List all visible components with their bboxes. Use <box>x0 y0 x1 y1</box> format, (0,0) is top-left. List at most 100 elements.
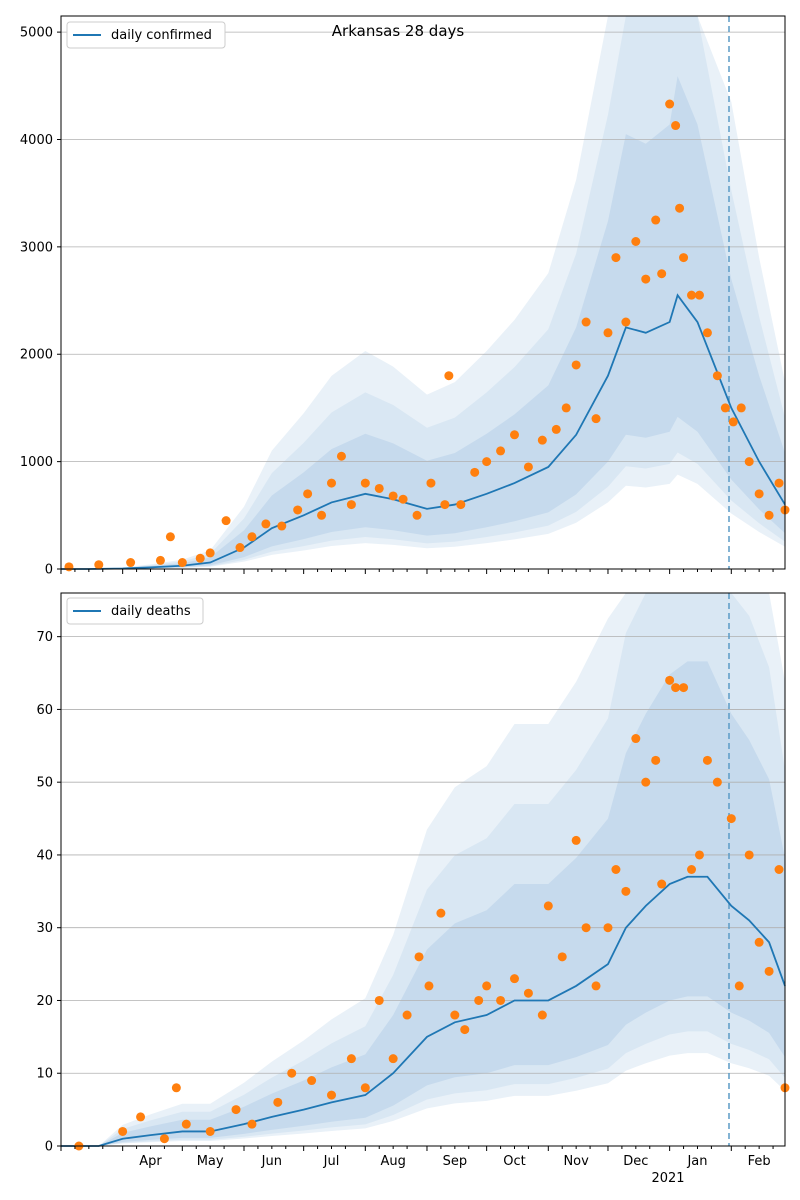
confirmed-data-point <box>94 560 104 570</box>
deaths-data-point <box>346 1054 356 1064</box>
confirmed-data-point <box>496 446 506 456</box>
deaths-data-point <box>657 879 667 889</box>
deaths-panel: 0 10 20 30 40 50 60 70 Apr May Jun Jul Aug Sep Oct Nov… <box>36 592 790 1186</box>
confirmed-uncertainty-bands <box>61 16 785 569</box>
confirmed-data-point <box>641 274 651 284</box>
confirmed-data-point <box>235 543 245 553</box>
deaths-x-tick-label: Oct <box>503 1154 525 1169</box>
confirmed-y-tick-label: 2000 <box>20 348 53 363</box>
deaths-data-point <box>402 1010 412 1020</box>
deaths-data-point <box>734 981 744 991</box>
deaths-data-point <box>460 1025 470 1035</box>
deaths-x-tick-label: Apr <box>139 1154 162 1169</box>
confirmed-data-point <box>611 253 621 263</box>
deaths-data-point <box>687 865 697 874</box>
confirmed-data-point <box>374 483 384 493</box>
confirmed-frame <box>60 15 786 570</box>
confirmed-data-point <box>64 562 74 572</box>
deaths-data-point <box>474 995 484 1005</box>
deaths-legend-box <box>66 597 204 625</box>
deaths-data-point <box>424 981 434 991</box>
confirmed-data-point <box>665 99 675 109</box>
deaths-data-point <box>611 865 621 874</box>
confirmed-data-point <box>126 558 136 568</box>
confirmed-data-point <box>523 462 533 472</box>
confirmed-data-point <box>277 521 287 531</box>
deaths-data-point <box>571 835 581 845</box>
confirmed-data-point <box>247 532 257 542</box>
deaths-x-tick-label: Sep <box>443 1154 468 1169</box>
deaths-y-tick-label: 70 <box>36 630 53 645</box>
deaths-y-tick-label: 0 <box>45 1140 53 1155</box>
deaths-data-point <box>181 1119 191 1129</box>
confirmed-data-point <box>456 500 466 510</box>
confirmed-data-point <box>426 478 436 488</box>
deaths-uncertainty-band <box>61 661 785 1146</box>
chart-title: Arkansas 28 days <box>332 22 465 40</box>
deaths-data-point <box>631 734 641 744</box>
deaths-data-point <box>621 886 631 896</box>
deaths-data-point <box>136 1112 146 1122</box>
deaths-data-point <box>482 981 492 991</box>
confirmed-data-point <box>631 236 641 246</box>
deaths-data-point <box>374 995 384 1005</box>
deaths-line <box>61 875 786 1147</box>
deaths-y-tick-label: 40 <box>36 848 53 863</box>
confirmed-x-axis <box>60 569 774 574</box>
confirmed-data-point <box>679 253 689 263</box>
confirmed-data-point <box>551 424 561 434</box>
confirmed-data-point <box>327 478 337 488</box>
deaths-x-tick-label: Dec <box>623 1154 648 1169</box>
deaths-x-tick-label: Jan <box>686 1154 707 1169</box>
deaths-data-point <box>436 908 446 918</box>
deaths-data-point <box>744 850 754 860</box>
deaths-data-point <box>523 988 533 998</box>
confirmed-data-point <box>561 403 571 413</box>
confirmed-data-point <box>571 360 581 370</box>
deaths-data-point <box>543 901 553 911</box>
confirmed-data-point <box>651 215 661 225</box>
confirmed-data-point <box>712 371 722 381</box>
deaths-y-tick-label: 20 <box>36 994 53 1009</box>
deaths-data-point <box>231 1105 241 1115</box>
confirmed-line <box>61 293 786 570</box>
deaths-data-point <box>307 1076 317 1086</box>
confirmed-data-point <box>177 558 187 568</box>
deaths-data-point <box>764 966 774 976</box>
confirmed-data-point <box>221 516 231 526</box>
confirmed-data-point <box>317 510 327 520</box>
confirmed-data-point <box>165 532 175 542</box>
deaths-gridlines <box>61 636 785 1074</box>
deaths-data-point <box>671 683 681 693</box>
confirmed-data-point <box>195 553 205 563</box>
confirmed-data-point <box>687 290 697 300</box>
deaths-data-point <box>537 1010 547 1020</box>
confirmed-data-point <box>675 203 685 213</box>
deaths-legend-label: daily deaths <box>111 604 191 619</box>
confirmed-data-point <box>774 478 784 488</box>
confirmed-data-point <box>470 467 480 477</box>
deaths-x-tick-label: May <box>197 1154 224 1169</box>
deaths-data-point <box>712 777 722 787</box>
deaths-data-point <box>774 865 784 874</box>
confirmed-data-point <box>303 489 313 499</box>
confirmed-uncertainty-band <box>61 76 785 569</box>
deaths-x-tick-label: Jun <box>261 1154 282 1169</box>
deaths-x-tick-label: Jul <box>323 1154 340 1169</box>
deaths-data-point <box>603 923 613 933</box>
deaths-data-point <box>679 683 689 693</box>
deaths-x-tick-label: Aug <box>380 1154 405 1169</box>
x-axis-year-label: 2021 <box>651 1171 684 1186</box>
confirmed-y-tick-label: 5000 <box>20 26 53 41</box>
confirmed-y-axis: 0 1000 2000 3000 4000 5000 <box>20 26 61 578</box>
confirmed-legend-box <box>66 21 226 49</box>
deaths-legend: daily deaths <box>66 597 204 625</box>
confirmed-data-point <box>754 489 764 499</box>
deaths-data-point <box>414 952 424 962</box>
confirmed-data-point <box>591 414 601 424</box>
confirmed-data-point <box>482 457 492 467</box>
deaths-data-point <box>754 937 764 947</box>
deaths-uncertainty-bands <box>61 593 785 1146</box>
deaths-data-point <box>694 850 704 860</box>
confirmed-legend: daily confirmed <box>66 21 226 49</box>
